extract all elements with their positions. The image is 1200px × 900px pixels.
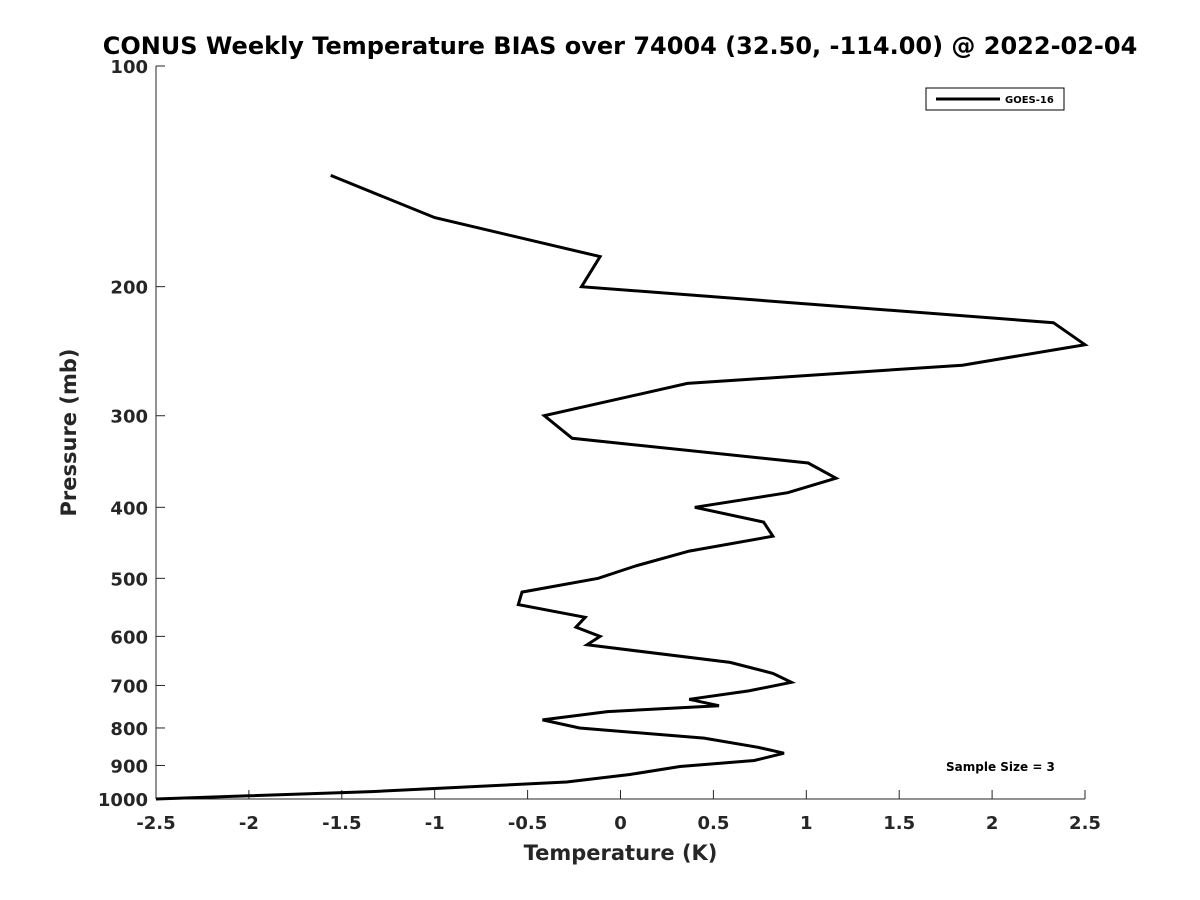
plot-area (156, 66, 1085, 799)
x-axis-label: Temperature (K) (524, 841, 718, 865)
y-tick-label: 300 (110, 407, 148, 428)
y-tick-label: 1000 (98, 790, 148, 811)
y-tick-label: 700 (110, 676, 148, 697)
y-axis: 100 200 300 400 500 600 700 800 900 1000 (98, 57, 165, 811)
series-line-goes-16 (155, 174, 1089, 801)
x-tick-label: -0.5 (508, 813, 547, 834)
x-axis: -2.5 -2 -1.5 -1 -0.5 0 0.5 1 1.5 2 2.5 (136, 790, 1101, 834)
y-tick-label: 400 (110, 498, 148, 519)
y-tick-label: 800 (110, 719, 148, 740)
x-tick-label: 1.5 (883, 813, 915, 834)
y-tick-label: 100 (110, 57, 148, 78)
x-tick-label: 2.5 (1069, 813, 1101, 834)
chart-title: CONUS Weekly Temperature BIAS over 74004… (103, 32, 1138, 60)
x-tick-label: -2 (239, 813, 259, 834)
sample-size-annotation: Sample Size = 3 (946, 760, 1055, 774)
x-tick-label: 0.5 (697, 813, 729, 834)
y-tick-label: 500 (110, 569, 148, 590)
x-tick-label: -2.5 (136, 813, 175, 834)
legend-entry-goes-16: GOES-16 (1005, 95, 1054, 106)
y-tick-label: 200 (110, 278, 148, 299)
x-tick-label: 2 (986, 813, 999, 834)
series-layer (155, 174, 1089, 801)
x-tick-label: 0 (614, 813, 627, 834)
y-tick-label: 600 (110, 627, 148, 648)
x-tick-label: 1 (800, 813, 813, 834)
x-tick-label: -1.5 (322, 813, 361, 834)
legend: GOES-16 (925, 87, 1065, 111)
x-tick-label: -1 (425, 813, 445, 834)
y-axis-label: Pressure (mb) (57, 349, 81, 517)
y-tick-label: 900 (110, 756, 148, 777)
